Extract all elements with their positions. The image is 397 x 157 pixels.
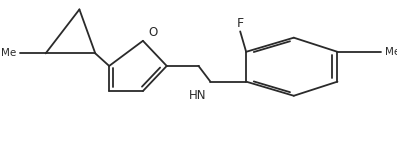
Text: Me: Me [2, 48, 17, 58]
Text: F: F [237, 17, 244, 30]
Text: O: O [148, 26, 158, 39]
Text: Me: Me [385, 47, 397, 57]
Text: HN: HN [189, 89, 206, 103]
